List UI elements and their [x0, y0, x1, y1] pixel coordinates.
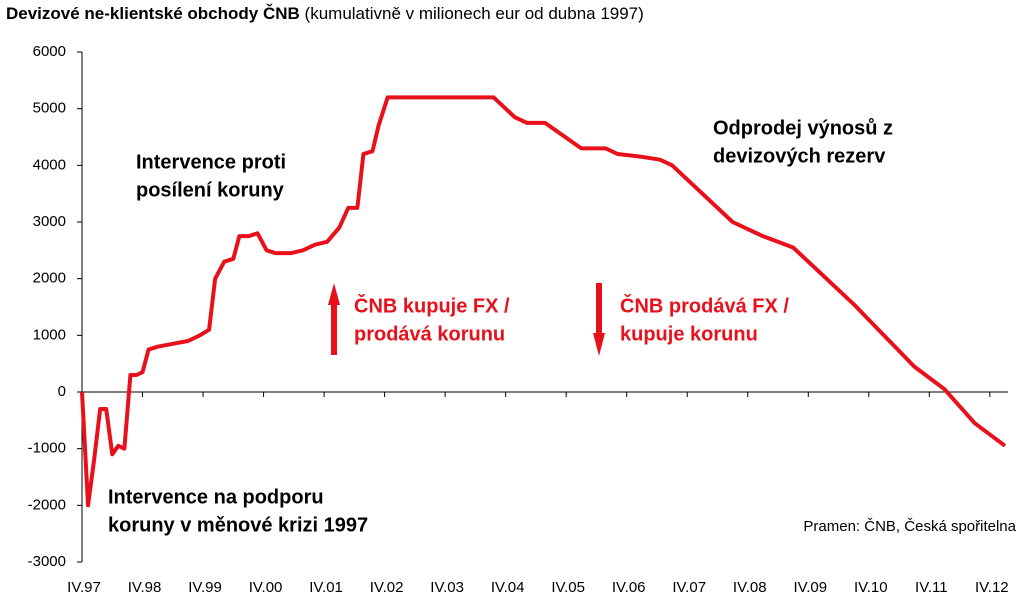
y-tick-label: 0 [58, 383, 66, 400]
x-tick-label: IV.97 [67, 579, 101, 596]
x-tick-label: IV.10 [854, 579, 888, 596]
x-tick-label: IV.07 [672, 579, 706, 596]
title: Devizové ne-klientské obchody ČNB [6, 4, 300, 23]
x-tick-label: IV.00 [249, 579, 283, 596]
annotation: ČNB kupuje FX / [354, 293, 510, 317]
arrow-up [328, 283, 340, 305]
y-tick-label: 5000 [33, 100, 66, 117]
chart-title: Devizové ne-klientské obchody ČNB (kumul… [6, 4, 644, 23]
x-tick-label: IV.05 [551, 579, 585, 596]
y-tick-label: -1000 [28, 440, 66, 457]
y-tick-label: 1000 [33, 326, 66, 343]
y-tick-label: -2000 [28, 496, 66, 513]
x-tick-label: IV.11 [915, 579, 948, 596]
x-tick-label: IV.04 [491, 579, 525, 596]
x-tick-label: IV.02 [370, 579, 404, 596]
arrow-up-shaft [331, 303, 337, 355]
arrow-down-shaft [596, 283, 602, 335]
x-tick-label: IV.06 [612, 579, 646, 596]
annotation: devizových rezerv [713, 145, 886, 167]
source: Pramen: ČNB, Česká spořitelna [803, 518, 1016, 535]
x-tick-label: IV.03 [430, 579, 464, 596]
line [80, 95, 1007, 508]
y-tick-label: 4000 [33, 156, 66, 173]
y-tick-label: 2000 [33, 270, 66, 287]
arrow-down [593, 333, 605, 356]
annotation: kupuje korunu [620, 323, 758, 345]
y-tick-label: 3000 [33, 213, 66, 230]
subtitle: (kumulativně v milionech eur od dubna 19… [305, 4, 644, 23]
x-tick-label: IV.12 [975, 579, 1009, 596]
x-tick-label: IV.99 [188, 579, 222, 596]
y-tick-label: -3000 [28, 553, 66, 570]
y-tick-label: 6000 [33, 43, 66, 60]
x-tick-label: IV.08 [733, 579, 767, 596]
x-tick-label: IV.09 [793, 579, 827, 596]
annotation: Intervence proti [136, 151, 286, 173]
annotation: prodává korunu [354, 323, 505, 345]
x-tick-label: IV.98 [128, 579, 162, 596]
annotation: posílení koruny [136, 179, 285, 201]
annotation: koruny v měnové krizi 1997 [108, 514, 368, 536]
annotation: Intervence na podporu [108, 486, 324, 508]
annotation: Odprodej výnosů z [713, 117, 893, 139]
annotation: ČNB prodává FX / [620, 293, 789, 317]
x-tick-label: IV.01 [309, 579, 343, 596]
